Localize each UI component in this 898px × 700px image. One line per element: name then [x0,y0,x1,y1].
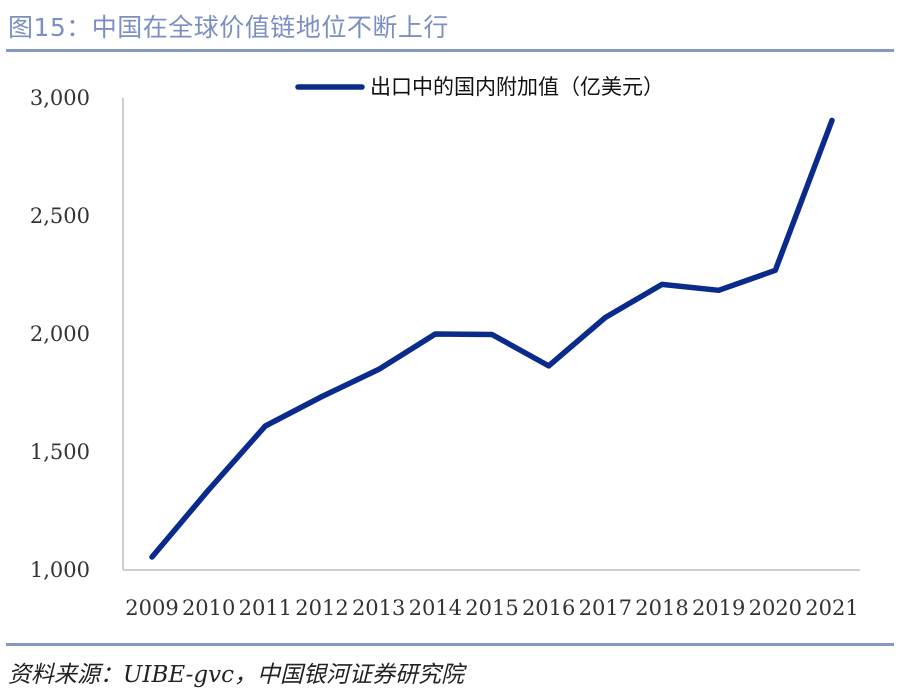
x-tick-label: 2018 [635,596,688,620]
x-tick-label: 2021 [805,596,858,620]
x-tick-label: 2012 [295,596,348,620]
chart-legend: 出口中的国内附加值（亿美元） [295,75,664,99]
x-axis-ticks: 2009 2010 2011 2012 2013 2014 2015 2016 2017 2018… [125,596,858,620]
series-line [149,117,835,560]
source-note: 资料来源：UIBE-gvc，中国银河证券研究院 [8,662,464,688]
y-tick-label: 1,500 [30,440,90,464]
x-tick-label: 2015 [465,596,518,620]
y-tick-label: 2,500 [30,204,90,228]
x-tick-label: 2010 [182,596,235,620]
x-tick-label: 2020 [749,596,802,620]
bottom-divider [6,643,894,646]
y-tick-label: 3,000 [30,86,90,110]
y-axis-ticks: 1,000 1,500 2,000 2,500 3,000 [30,86,90,582]
x-tick-label: 2014 [409,596,462,620]
chart-axes [122,98,860,571]
x-tick-label: 2017 [579,596,632,620]
x-tick-label: 2016 [522,596,575,620]
legend-label: 出口中的国内附加值（亿美元） [370,75,664,99]
figure-title: 图15：中国在全球价值链地位不断上行 [8,13,449,42]
x-tick-label: 2011 [239,596,292,620]
y-tick-label: 2,000 [30,322,90,346]
x-tick-label: 2019 [692,596,745,620]
x-tick-label: 2013 [352,596,405,620]
y-tick-label: 1,000 [30,558,90,582]
top-divider [6,49,894,52]
series-lines [149,117,835,560]
x-tick-label: 2009 [125,596,178,620]
